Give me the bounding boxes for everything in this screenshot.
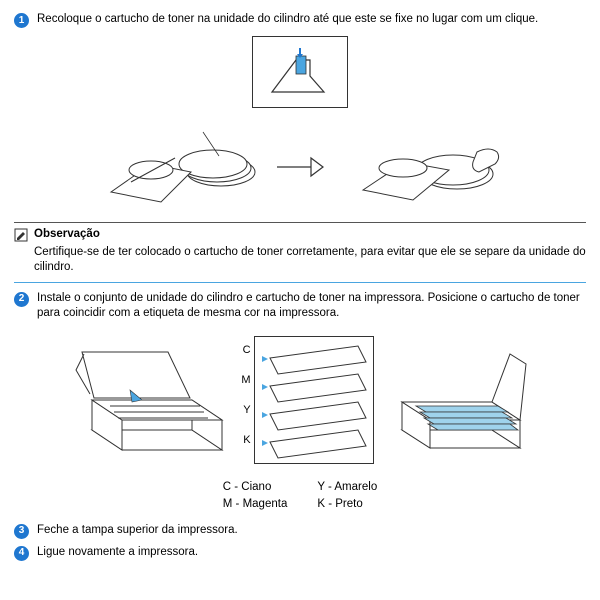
slot-guide [254, 336, 374, 464]
slot-label-k: K [241, 433, 250, 448]
printer-open-loaded [388, 330, 528, 470]
step-2-text: Instale o conjunto de unidade do cilindr… [37, 291, 586, 322]
slot-label-c: C [241, 343, 250, 358]
legend-m: M - Magenta [223, 497, 288, 513]
note-pencil-icon [14, 228, 28, 242]
legend-y: Y - Amarelo [317, 480, 377, 496]
step-1-text: Recoloque o cartucho de toner na unidade… [37, 12, 586, 28]
step-bullet-2: 2 [14, 292, 29, 307]
step-4: 4 Ligue novamente a impressora. [14, 545, 586, 561]
step-bullet-1: 1 [14, 13, 29, 28]
step-1-figures [14, 36, 586, 212]
step-bullet-4: 4 [14, 546, 29, 561]
printer-open-insert [72, 330, 227, 470]
drum-assembly-before [91, 122, 261, 212]
cmyk-legend: C - Ciano Y - Amarelo M - Magenta K - Pr… [223, 480, 377, 513]
slot-label-m: M [241, 373, 250, 388]
slot-label-y: Y [241, 403, 250, 418]
arrow-right-icon [275, 152, 325, 182]
drum-assembly-after [339, 122, 509, 212]
legend-c: C - Ciano [223, 480, 288, 496]
step-2-figures: C M Y K [14, 330, 586, 470]
note-observacao: Observação Certifique-se de ter colocado… [14, 222, 586, 283]
legend-k: K - Preto [317, 497, 377, 513]
note-body: Certifique-se de ter colocado o cartucho… [34, 245, 586, 276]
step-1: 1 Recoloque o cartucho de toner na unida… [14, 12, 586, 28]
note-title: Observação [34, 227, 100, 243]
step-3-text: Feche a tampa superior da impressora. [37, 523, 586, 539]
step-4-text: Ligue novamente a impressora. [37, 545, 586, 561]
detail-click-lock [252, 36, 348, 108]
step-3: 3 Feche a tampa superior da impressora. [14, 523, 586, 539]
step-2: 2 Instale o conjunto de unidade do cilin… [14, 291, 586, 322]
step-bullet-3: 3 [14, 524, 29, 539]
